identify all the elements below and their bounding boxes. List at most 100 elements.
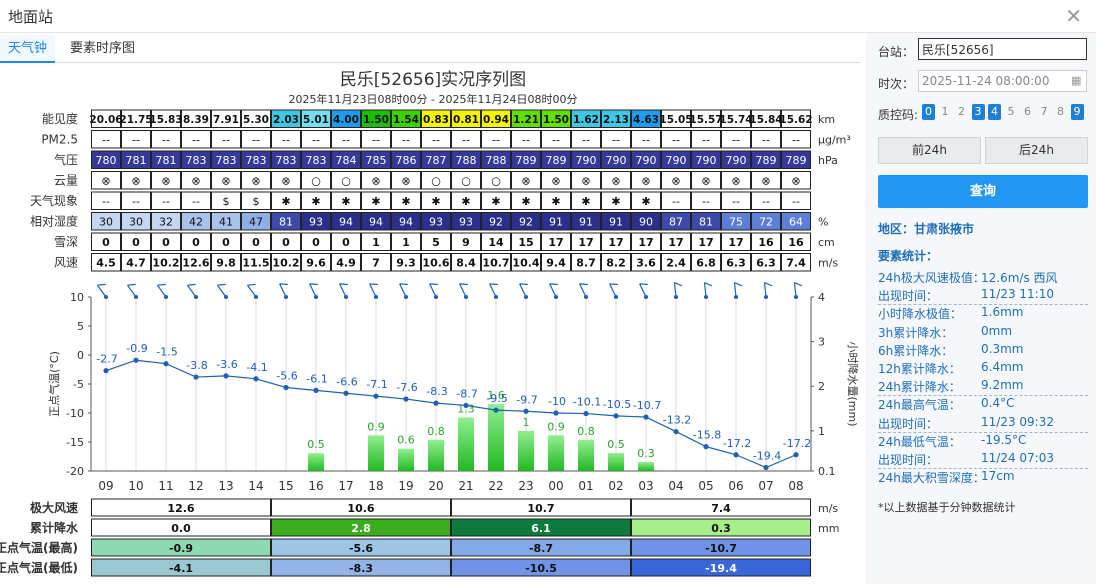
- summary-label-0: 极大风速: [30, 500, 78, 515]
- temperature-label: -9.5: [486, 392, 507, 405]
- precip-label: 1: [523, 416, 530, 429]
- table-cell: [511, 150, 541, 169]
- x-tick-label: 08: [788, 479, 803, 493]
- row-label-0: 能见度: [42, 111, 78, 126]
- row-label-7: 风速: [54, 256, 78, 270]
- table-cell: [781, 171, 811, 190]
- table-cell-value: ⊗: [551, 175, 560, 188]
- y2-tick-label: 3: [818, 336, 825, 349]
- table-cell-value: --: [342, 134, 350, 147]
- table-cell: [391, 253, 421, 272]
- time-input[interactable]: [918, 70, 1087, 92]
- table-cell: [781, 212, 811, 231]
- table-cell: [541, 130, 571, 149]
- qc-code-3[interactable]: 3: [971, 104, 985, 120]
- station-input[interactable]: [918, 38, 1087, 60]
- table-cell-value: --: [162, 134, 170, 147]
- table-cell: [661, 253, 691, 272]
- table-cell-value: 5.01: [303, 114, 329, 126]
- table-cell-value: 4.5: [96, 257, 116, 270]
- table-cell: [631, 212, 661, 231]
- table-cell: [781, 253, 811, 272]
- summary-cell: [631, 558, 811, 577]
- qc-code-1[interactable]: 1: [941, 105, 949, 118]
- table-cell-value: 93: [309, 216, 323, 229]
- title-bar: 地面站 ✕: [0, 0, 1096, 33]
- stat-key: 24h极大风速极值：: [878, 271, 985, 285]
- qc-code-0[interactable]: 0: [922, 104, 935, 120]
- table-cell-value: --: [762, 134, 770, 147]
- table-cell: [421, 191, 451, 210]
- table-cell-value: 17: [548, 236, 563, 249]
- table-cell-value: --: [612, 134, 620, 147]
- table-cell: [271, 253, 301, 272]
- qc-code-7[interactable]: 7: [1040, 105, 1048, 118]
- summary-value: -0.9: [169, 542, 193, 555]
- table-cell-value: 15.83: [149, 114, 182, 126]
- station-label: 台站：: [878, 45, 915, 59]
- table-cell: [691, 212, 721, 231]
- table-cell: [451, 150, 481, 169]
- table-cell-value: ✱: [461, 195, 470, 208]
- table-cell: [421, 171, 451, 190]
- wind-barb: [186, 283, 198, 299]
- table-cell: [151, 150, 181, 169]
- table-cell-value: 42: [189, 216, 203, 229]
- table-cell: [541, 232, 571, 251]
- table-cell-value: 17: [668, 236, 683, 249]
- qc-code-4[interactable]: 4: [988, 104, 1001, 120]
- stat-row: 3h累计降水： 0mm: [878, 324, 1088, 342]
- x-tick-label: 17: [338, 479, 353, 493]
- qc-code-5[interactable]: 5: [1007, 105, 1015, 118]
- table-cell-value: ✱: [641, 195, 650, 208]
- table-cell-value: 8.2: [606, 257, 626, 270]
- table-cell: [211, 150, 241, 169]
- table-cell: [301, 212, 331, 231]
- table-cell-value: 30: [99, 216, 113, 229]
- next-24h-button[interactable]: 后24h: [985, 137, 1088, 164]
- qc-code-6[interactable]: 6: [1024, 105, 1031, 118]
- temperature-label: -1.5: [156, 346, 177, 359]
- stat-value: 12.6m/s 西风: [981, 271, 1058, 285]
- qc-code-9[interactable]: 9: [1070, 104, 1084, 120]
- table-cell-value: 781: [126, 154, 147, 167]
- table-cell: [271, 150, 301, 169]
- summary-cell: [451, 518, 631, 537]
- chart-subtitle: 2025年11月23日08时00分 - 2025年11月24日08时00分: [288, 93, 578, 106]
- summary-cell: [271, 538, 451, 557]
- table-cell: [121, 191, 151, 210]
- prev-24h-button[interactable]: 前24h: [878, 137, 981, 164]
- qc-code-2[interactable]: 2: [958, 105, 965, 118]
- query-button[interactable]: 查询: [878, 175, 1088, 208]
- table-cell: [181, 253, 211, 272]
- precip-bar: [398, 448, 414, 471]
- table-cell: [721, 150, 751, 169]
- close-icon[interactable]: ✕: [1065, 4, 1082, 28]
- table-cell-value: ✱: [401, 195, 410, 208]
- table-cell: [511, 232, 541, 251]
- wind-barb: [763, 281, 773, 299]
- table-cell-value: 6.3: [726, 257, 746, 270]
- table-cell: [91, 191, 121, 210]
- summary-cell: [451, 558, 631, 577]
- qc-code-8[interactable]: 8: [1057, 105, 1064, 118]
- table-cell: [151, 253, 181, 272]
- table-cell: [601, 109, 631, 128]
- summary-value: 10.6: [347, 502, 374, 515]
- table-cell-value: ✱: [581, 195, 590, 208]
- table-cell-value: --: [762, 195, 770, 208]
- row-unit-6: cm: [818, 236, 835, 249]
- table-cell-value: 94: [339, 216, 353, 229]
- table-cell-value: --: [102, 195, 110, 208]
- table-cell: [511, 171, 541, 190]
- tab-weather-clock[interactable]: 天气钟: [0, 35, 56, 63]
- calendar-icon[interactable]: ▦: [1071, 74, 1082, 87]
- tab-element-timeseries[interactable]: 要素时序图: [70, 41, 136, 56]
- temperature-point: [733, 452, 739, 458]
- table-cell: [751, 109, 781, 128]
- temperature-point: [553, 410, 559, 416]
- table-cell: [691, 109, 721, 128]
- table-cell: [691, 171, 721, 190]
- table-cell-value: 9.4: [546, 257, 566, 270]
